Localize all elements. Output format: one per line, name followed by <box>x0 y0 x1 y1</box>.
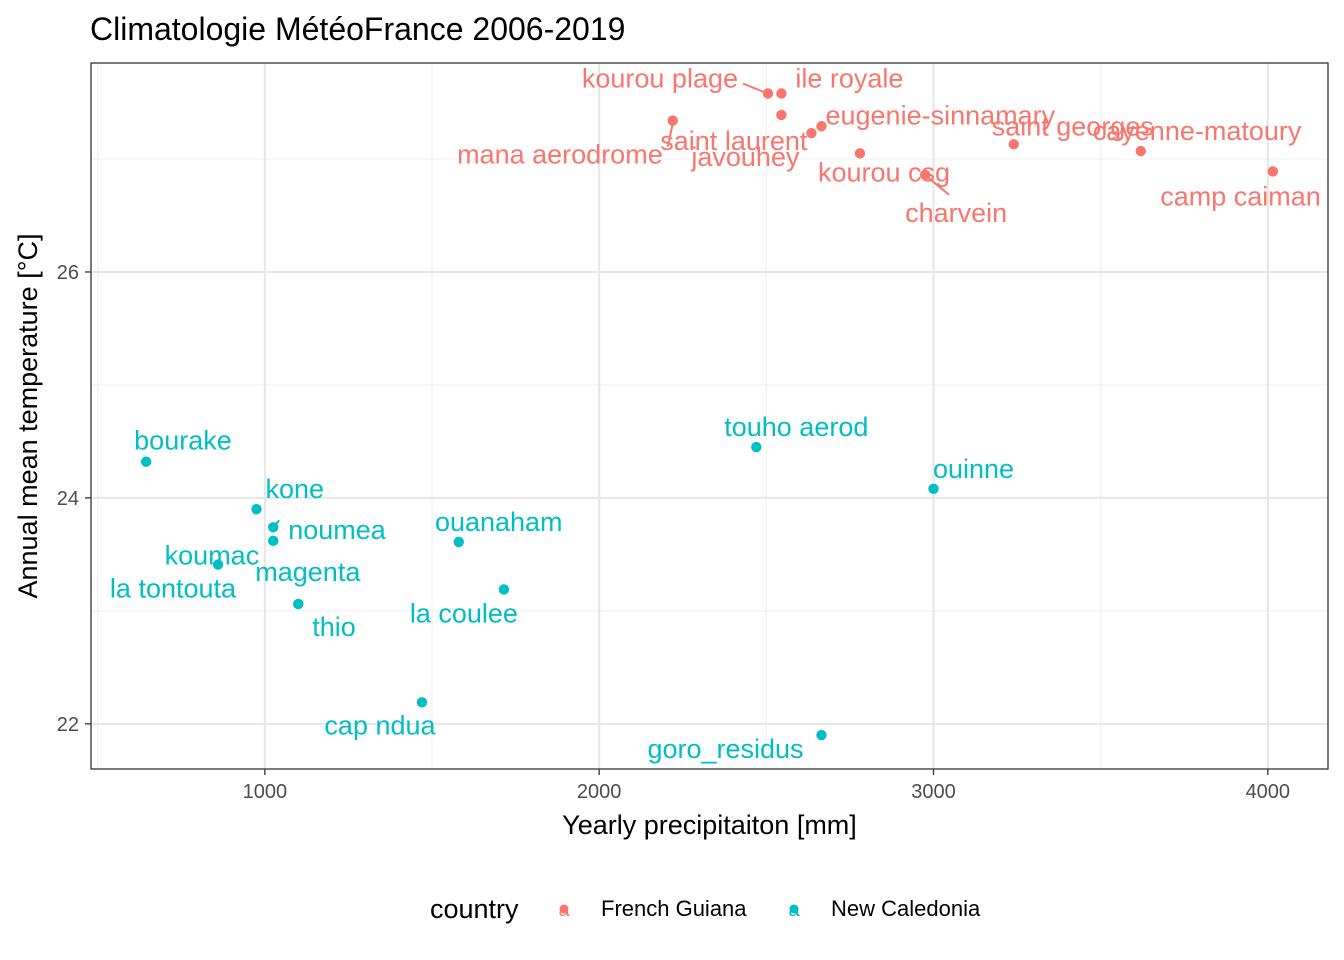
point-label-saint-laurent: saint laurent <box>660 126 808 156</box>
point-label-kourou-csg: kourou csg <box>818 157 950 187</box>
point-la-coulee <box>498 584 510 595</box>
point-kone <box>251 503 262 515</box>
point-goro-residus <box>816 729 827 741</box>
point-label-cayenne-matoury: cayenne-matoury <box>1093 116 1302 146</box>
x-tick-label: 3000 <box>911 781 956 803</box>
point-label-noumea: noumea <box>288 515 387 545</box>
point-saint-georges <box>1008 139 1019 150</box>
x-tick-label: 4000 <box>1246 781 1291 803</box>
point-label-ile-royale: ile royale <box>795 63 903 93</box>
legend-glyph-french-guiana: a <box>558 899 570 921</box>
point-label-ouinne: ouinne <box>933 454 1014 484</box>
point-label-la-coulee: la coulee <box>410 598 518 628</box>
axis-ticks: 1000 2000 3000 4000 22 24 26 <box>57 262 1290 803</box>
point-label-magenta: magenta <box>255 557 361 587</box>
point-cayenne-matoury <box>1135 145 1146 157</box>
x-tick-label: 1000 <box>243 781 288 803</box>
point-label-bourake: bourake <box>134 426 232 456</box>
point-label-javouhey: javouhey <box>690 142 800 172</box>
point-label-saint-georges: saint georges <box>992 111 1154 141</box>
point-kourou-plage <box>762 88 774 99</box>
point-thio <box>293 598 304 610</box>
grid-lines <box>91 63 1328 769</box>
point-la-tontouta <box>212 559 224 570</box>
point-mana-aerodrome <box>667 115 678 126</box>
point-label-ouanaham: ouanaham <box>435 507 563 537</box>
point-label-mana-aerodrome: mana aerodrome <box>457 140 663 170</box>
legend-swatch-new-caledonia <box>789 904 799 914</box>
point-ouinne <box>928 483 939 495</box>
connector-charvein <box>926 176 950 196</box>
y-tick-label: 24 <box>57 488 79 510</box>
legend: country a French Guiana a New Caledonia <box>430 894 981 924</box>
point-kourou-csg <box>854 148 866 159</box>
data-labels: kourou plage ile royale saint laurentmana … <box>110 63 1321 764</box>
y-axis-title: Annual mean temperature [°C] <box>13 234 43 599</box>
point-label-kone: kone <box>265 474 324 504</box>
y-tick-label: 22 <box>57 714 79 736</box>
panel-background <box>91 63 1328 769</box>
point-cap-ndua <box>416 697 428 708</box>
point-camp-caiman <box>1267 166 1279 177</box>
legend-title: country <box>430 894 519 924</box>
legend-glyph-new-caledonia: a <box>788 899 800 921</box>
connector-kourou-plage <box>742 82 766 94</box>
point-ouanaham <box>453 536 464 548</box>
y-tick-label: 26 <box>57 262 79 284</box>
point-noumea <box>268 535 279 547</box>
data-points <box>140 88 1279 741</box>
legend-label-french-guiana: French Guiana <box>601 896 747 921</box>
point-label-koumac: koumac <box>165 540 260 570</box>
point-charvein <box>919 169 931 181</box>
connector-mana-aerodrome <box>666 123 674 147</box>
point-label-goro-residus: goro_residus <box>647 734 803 764</box>
point-koumac <box>268 522 279 533</box>
point-label-charvein: charvein <box>905 198 1007 228</box>
point-label-camp-caiman: camp caiman <box>1160 181 1321 211</box>
point-label-la-tontouta: la tontouta <box>110 574 237 604</box>
panel-border <box>90 62 1329 770</box>
chart-title: Climatologie MétéoFrance 2006-2019 <box>90 11 625 47</box>
point-label-thio: thio <box>312 612 356 642</box>
point-javouhey <box>806 127 817 139</box>
point-label-cap-ndua: cap ndua <box>324 710 436 740</box>
point-ile-royale <box>776 88 787 99</box>
legend-key-french-guiana: a French Guiana <box>558 896 747 921</box>
x-tick-label: 2000 <box>577 781 622 803</box>
point-label-touho-aerod: touho aerod <box>724 412 868 442</box>
point-label-eugenie-sinnamary: eugenie-sinnamary <box>825 100 1055 130</box>
legend-swatch-french-guiana <box>559 904 569 914</box>
point-eugenie-sinnamary <box>816 121 827 132</box>
legend-label-new-caledonia: New Caledonia <box>831 896 981 921</box>
legend-key-new-caledonia: a New Caledonia <box>788 896 981 921</box>
point-touho-aerod <box>751 441 762 453</box>
point-label-kourou-plage: kourou plage <box>582 63 738 93</box>
point-saint-laurent <box>776 109 787 121</box>
point-bourake <box>140 456 152 467</box>
x-axis-title: Yearly precipitaiton [mm] <box>562 810 857 840</box>
